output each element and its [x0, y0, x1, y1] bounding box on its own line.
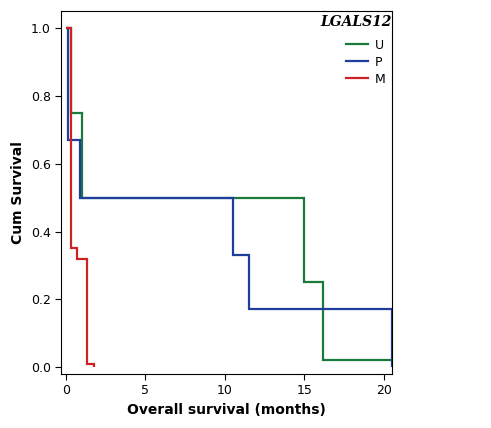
- Y-axis label: Cum Survival: Cum Survival: [11, 141, 25, 244]
- X-axis label: Overall survival (months): Overall survival (months): [127, 403, 326, 417]
- Legend: U, P, M: U, P, M: [346, 39, 385, 86]
- Text: LGALS12: LGALS12: [320, 15, 391, 29]
